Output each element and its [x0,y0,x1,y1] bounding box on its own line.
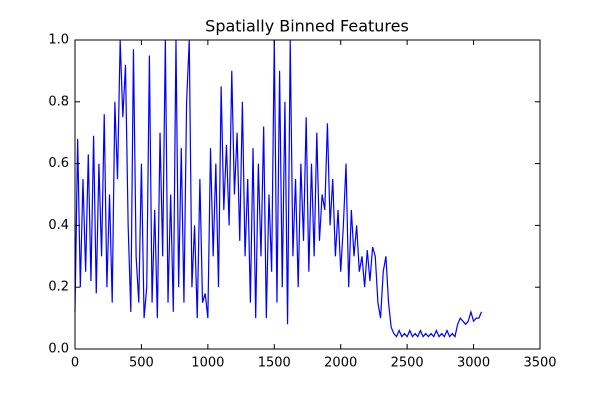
x-tick-label: 1000 [191,356,224,371]
x-tick-label: 3500 [523,356,556,371]
x-tick-label: 1500 [258,356,291,371]
plot-frame [74,39,541,350]
x-tick-label: 2500 [391,356,424,371]
y-tick-label: 1.0 [48,33,69,48]
x-tick-label: 3000 [457,356,490,371]
y-tick-label: 0.8 [48,94,69,109]
data-line [74,39,483,338]
x-tick-label: 2000 [324,356,357,371]
y-tick-label: 0.6 [48,156,69,171]
y-tick-label: 0.4 [48,218,69,233]
y-tick-label: 0.2 [48,280,69,295]
chart-title: Spatially Binned Features [205,17,409,36]
x-tick-label: 500 [129,356,154,371]
y-tick-label: 0.0 [48,342,69,357]
x-tick-label: 0 [71,356,79,371]
